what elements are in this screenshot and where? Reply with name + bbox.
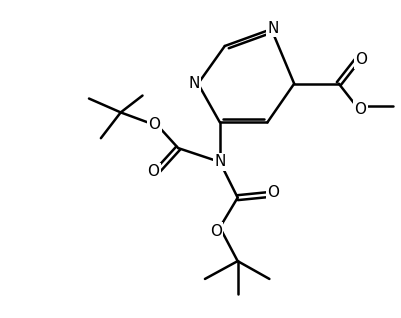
Text: N: N: [267, 21, 278, 36]
Text: O: O: [209, 224, 221, 239]
Text: O: O: [354, 102, 366, 117]
Text: N: N: [214, 155, 225, 169]
Text: N: N: [188, 76, 199, 91]
Text: O: O: [355, 52, 367, 67]
Text: O: O: [147, 164, 159, 179]
Text: O: O: [267, 185, 279, 200]
Text: O: O: [148, 117, 160, 132]
